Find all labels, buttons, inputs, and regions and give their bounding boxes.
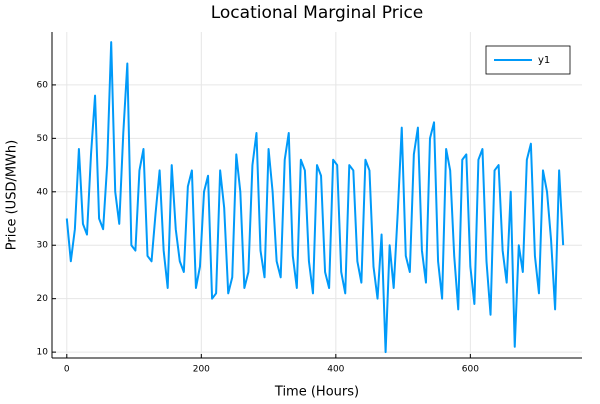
x-tick-label: 200 <box>193 365 210 375</box>
y-tick-label: 20 <box>37 294 49 304</box>
x-tick-label: 600 <box>462 365 479 375</box>
y-tick-label: 40 <box>37 187 49 197</box>
y-tick-label: 10 <box>37 348 49 358</box>
y-tick-label: 50 <box>37 134 49 144</box>
y-axis-label: Price (USD/MWh) <box>5 140 20 250</box>
x-tick-label: 400 <box>327 365 344 375</box>
x-axis-label: Time (Hours) <box>274 385 359 400</box>
x-tick-label: 0 <box>64 365 70 375</box>
legend-label: y1 <box>538 55 550 66</box>
data-line <box>65 41 565 354</box>
y-tick-label: 30 <box>37 241 49 251</box>
chart-title: Locational Marginal Price <box>211 3 424 23</box>
y-tick-label: 60 <box>37 80 49 90</box>
